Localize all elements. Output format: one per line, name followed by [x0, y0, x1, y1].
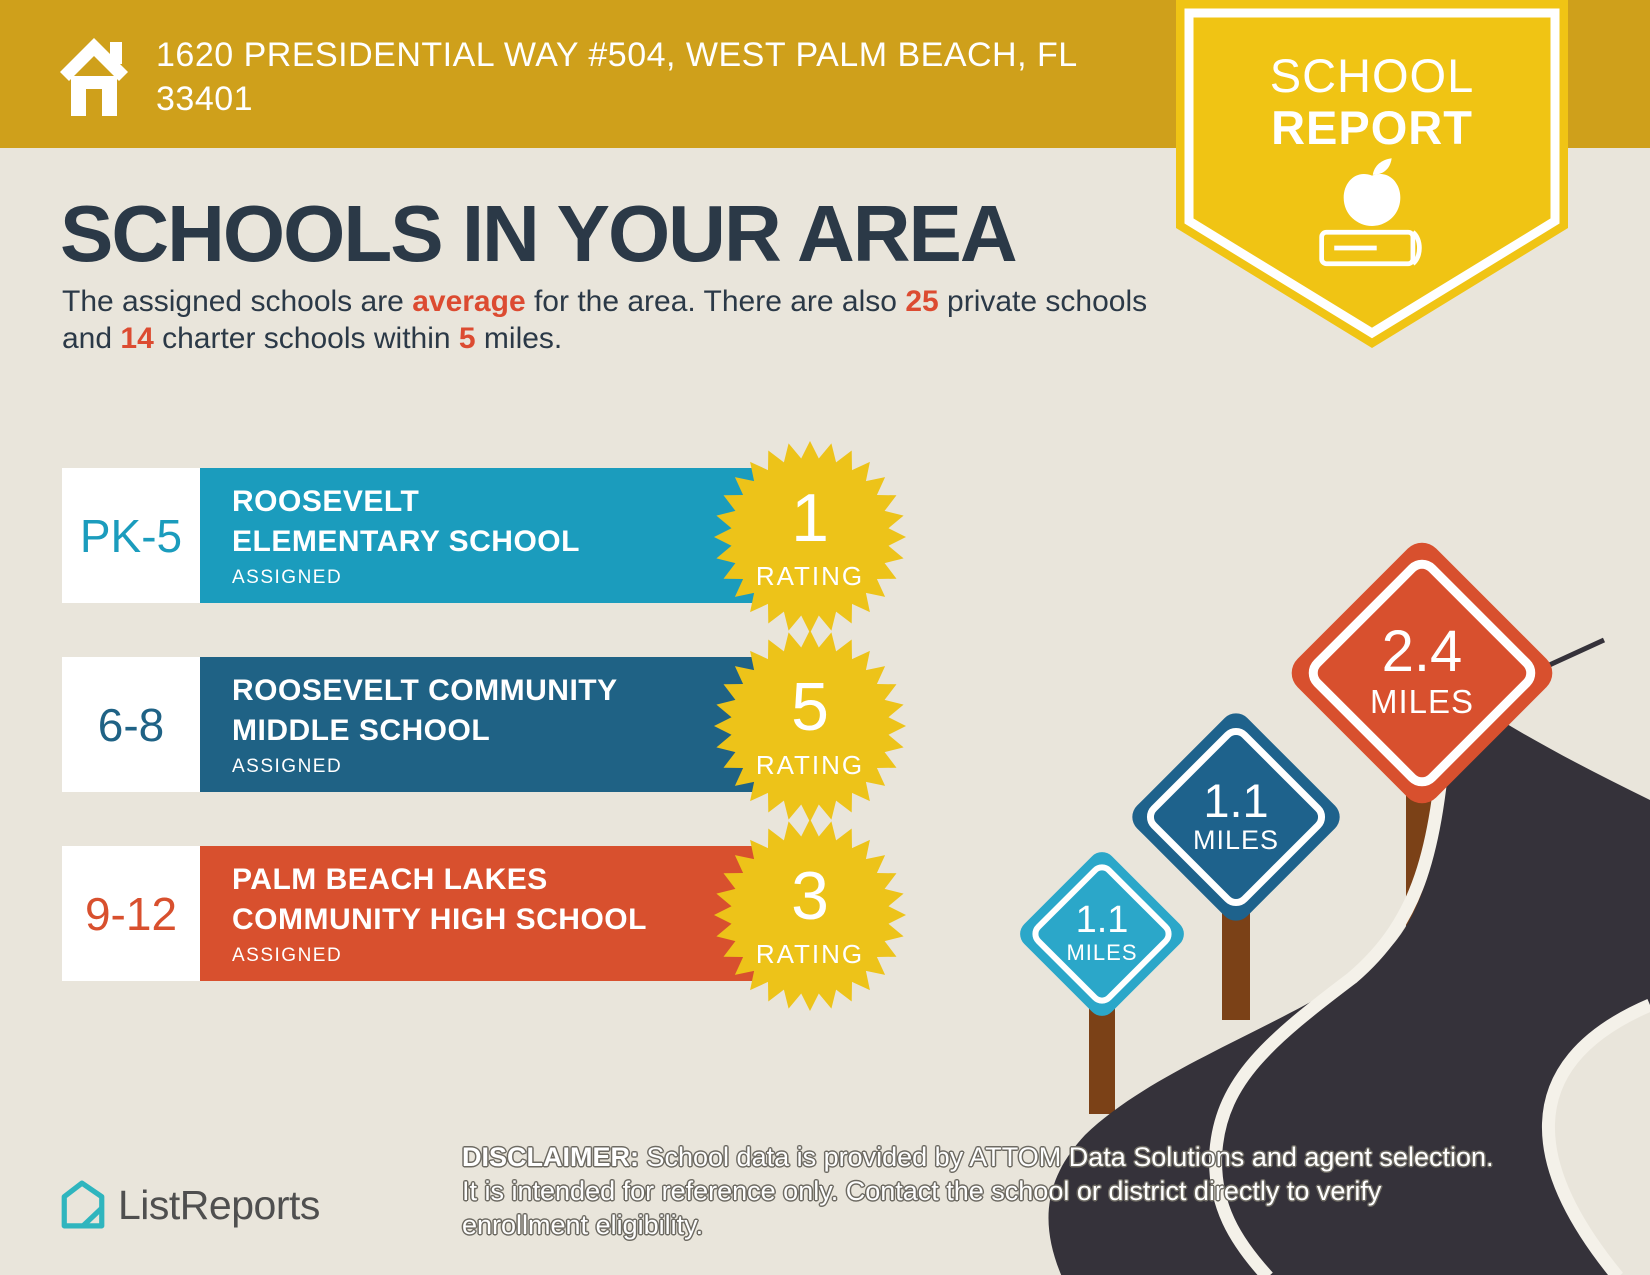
school-row: 6-8 ROOSEVELT COMMUNITY MIDDLE SCHOOL AS…	[0, 657, 1650, 792]
listreports-icon	[61, 1180, 105, 1229]
listreports-logo: ListReports	[60, 1180, 320, 1230]
distance-label: MILES	[1369, 683, 1475, 721]
rating-label: RATING	[756, 561, 864, 591]
property-address: 1620 PRESIDENTIAL WAY #504, WEST PALM BE…	[156, 36, 1077, 118]
rating-label: RATING	[756, 939, 864, 969]
intro-text: The assigned schools are average for the…	[62, 285, 1148, 355]
grade-range: 9-12	[62, 846, 200, 981]
rating-badge: 3 RATING	[714, 819, 906, 1011]
distance-sign-middle: 1.1 MILES	[1126, 707, 1346, 927]
school-status: ASSIGNED	[232, 944, 343, 966]
rating-value: 1	[791, 480, 829, 556]
school-name-line: COMMUNITY HIGH SCHOOL	[232, 903, 647, 936]
school-bar: ROOSEVELT ELEMENTARY SCHOOL ASSIGNED	[200, 468, 758, 603]
disclaimer-text: DISCLAIMER: School data is provided by A…	[462, 1140, 1502, 1242]
sign-post	[1089, 1008, 1115, 1114]
badge-line2: REPORT	[1271, 101, 1473, 154]
disclaimer-label: DISCLAIMER:	[462, 1142, 639, 1172]
distance-label: MILES	[1066, 940, 1138, 966]
distance-label: MILES	[1192, 824, 1280, 855]
school-name-line: ROOSEVELT	[232, 485, 420, 519]
listreports-wordmark: ListReports	[118, 1181, 320, 1228]
school-report-badge: SCHOOL REPORT	[1176, 0, 1568, 350]
grade-range: PK-5	[62, 468, 200, 603]
school-status: ASSIGNED	[232, 566, 343, 588]
distance-sign-elementary: 1.1 MILES	[1014, 846, 1190, 1022]
sign-post	[1222, 905, 1250, 1020]
rating-badge: 1 RATING	[714, 441, 906, 633]
rating-value: 5	[791, 669, 829, 745]
school-name-line: MIDDLE SCHOOL	[232, 714, 491, 747]
apple-on-book-icon	[1319, 158, 1422, 267]
rating-badge: 5 RATING	[714, 630, 906, 822]
school-row: PK-5 ROOSEVELT ELEMENTARY SCHOOL ASSIGNE…	[0, 468, 1650, 603]
distance-value: 1.1	[1075, 899, 1129, 942]
school-bar: ROOSEVELT COMMUNITY MIDDLE SCHOOL ASSIGN…	[200, 657, 758, 792]
road-center-line	[1209, 725, 1453, 1275]
distance-sign-high: 2.4 MILES	[1284, 535, 1560, 811]
disclaimer-body: School data is provided by ATTOM Data So…	[462, 1142, 1494, 1241]
school-name-line: ELEMENTARY SCHOOL	[232, 525, 580, 558]
distant-road-line	[1543, 637, 1606, 670]
home-icon	[60, 38, 128, 116]
pennant-shape	[1176, 0, 1568, 348]
rating-label: RATING	[756, 750, 864, 780]
grade-range: 6-8	[62, 657, 200, 792]
school-name-line: ROOSEVELT COMMUNITY	[232, 674, 618, 708]
road-edge-line	[1542, 999, 1650, 1275]
school-name-line: PALM BEACH LAKES	[232, 863, 548, 897]
distance-value: 2.4	[1381, 619, 1463, 685]
rating-value: 3	[791, 858, 829, 934]
school-bar: PALM BEACH LAKES COMMUNITY HIGH SCHOOL A…	[200, 846, 758, 981]
school-status: ASSIGNED	[232, 755, 343, 777]
page-title: SCHOOLS IN YOUR AREA	[60, 189, 1018, 278]
badge-line1: SCHOOL	[1269, 49, 1475, 102]
distance-value: 1.1	[1203, 773, 1269, 827]
school-row: 9-12 PALM BEACH LAKES COMMUNITY HIGH SCH…	[0, 846, 1650, 981]
